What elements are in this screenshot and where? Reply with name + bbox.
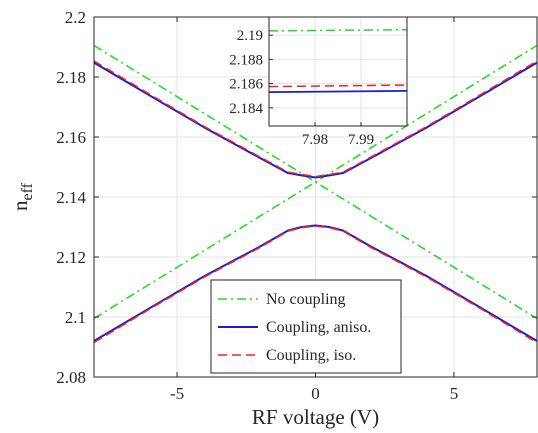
inset-axis-ticks: 7.98 7.99 2.184 2.186 2.188 2.19 — [229, 28, 374, 148]
x-axis-label: RF voltage (V) — [252, 405, 379, 429]
inset-y-tick-label: 2.188 — [229, 52, 263, 68]
inset-background — [269, 17, 407, 126]
legend-label: No coupling — [266, 291, 346, 308]
x-tick-label: -5 — [170, 384, 184, 403]
inset-grid — [269, 17, 407, 126]
svg-text:neff: neff — [8, 182, 36, 211]
y-tick-label: 2.1 — [65, 308, 86, 327]
inset-x-tick-label: 7.99 — [348, 132, 374, 148]
y-tick-label: 2.16 — [56, 128, 86, 147]
inset-y-tick-label: 2.19 — [237, 28, 263, 44]
series-line-6 — [93, 225, 538, 344]
y-tick-label: 2.18 — [56, 68, 86, 87]
y-axis-label-main: n — [8, 200, 32, 211]
inset-plot-series — [268, 28, 408, 93]
inset-chart: 7.98 7.99 2.184 2.186 2.188 2.19 — [229, 16, 408, 148]
inset-y-tick-label: 2.186 — [229, 77, 263, 93]
legend-label: Coupling, iso. — [266, 347, 356, 364]
y-tick-label: 2.12 — [56, 248, 86, 267]
series-line-2 — [93, 44, 538, 320]
x-tick-label: 0 — [311, 384, 320, 403]
inset-series-line-3 — [268, 90, 408, 93]
series-line-5 — [93, 60, 538, 178]
y-axis-label-subscript: eff — [19, 182, 36, 200]
inset-x-tick-label: 7.98 — [302, 132, 328, 148]
y-tick-label: 2.14 — [56, 188, 86, 207]
x-tick-label: 5 — [450, 384, 459, 403]
inset-y-tick-label: 2.184 — [229, 101, 263, 117]
legend-label: Coupling, aniso. — [266, 319, 371, 336]
y-tick-label: 2.2 — [65, 8, 86, 27]
y-tick-label: 2.08 — [56, 368, 86, 387]
inset-series-line-1 — [268, 28, 408, 32]
main-plot-series — [93, 44, 538, 344]
inset-frame — [268, 16, 408, 127]
inset-series-line-2 — [268, 84, 408, 88]
main-axis-ticks: -5 0 5 2.08 2.1 2.12 2.14 2.16 2.18 2.2 — [56, 8, 537, 403]
y-axis-label: neff — [8, 182, 36, 211]
legend: No coupling Coupling, aniso. Coupling, iso… — [210, 279, 402, 374]
